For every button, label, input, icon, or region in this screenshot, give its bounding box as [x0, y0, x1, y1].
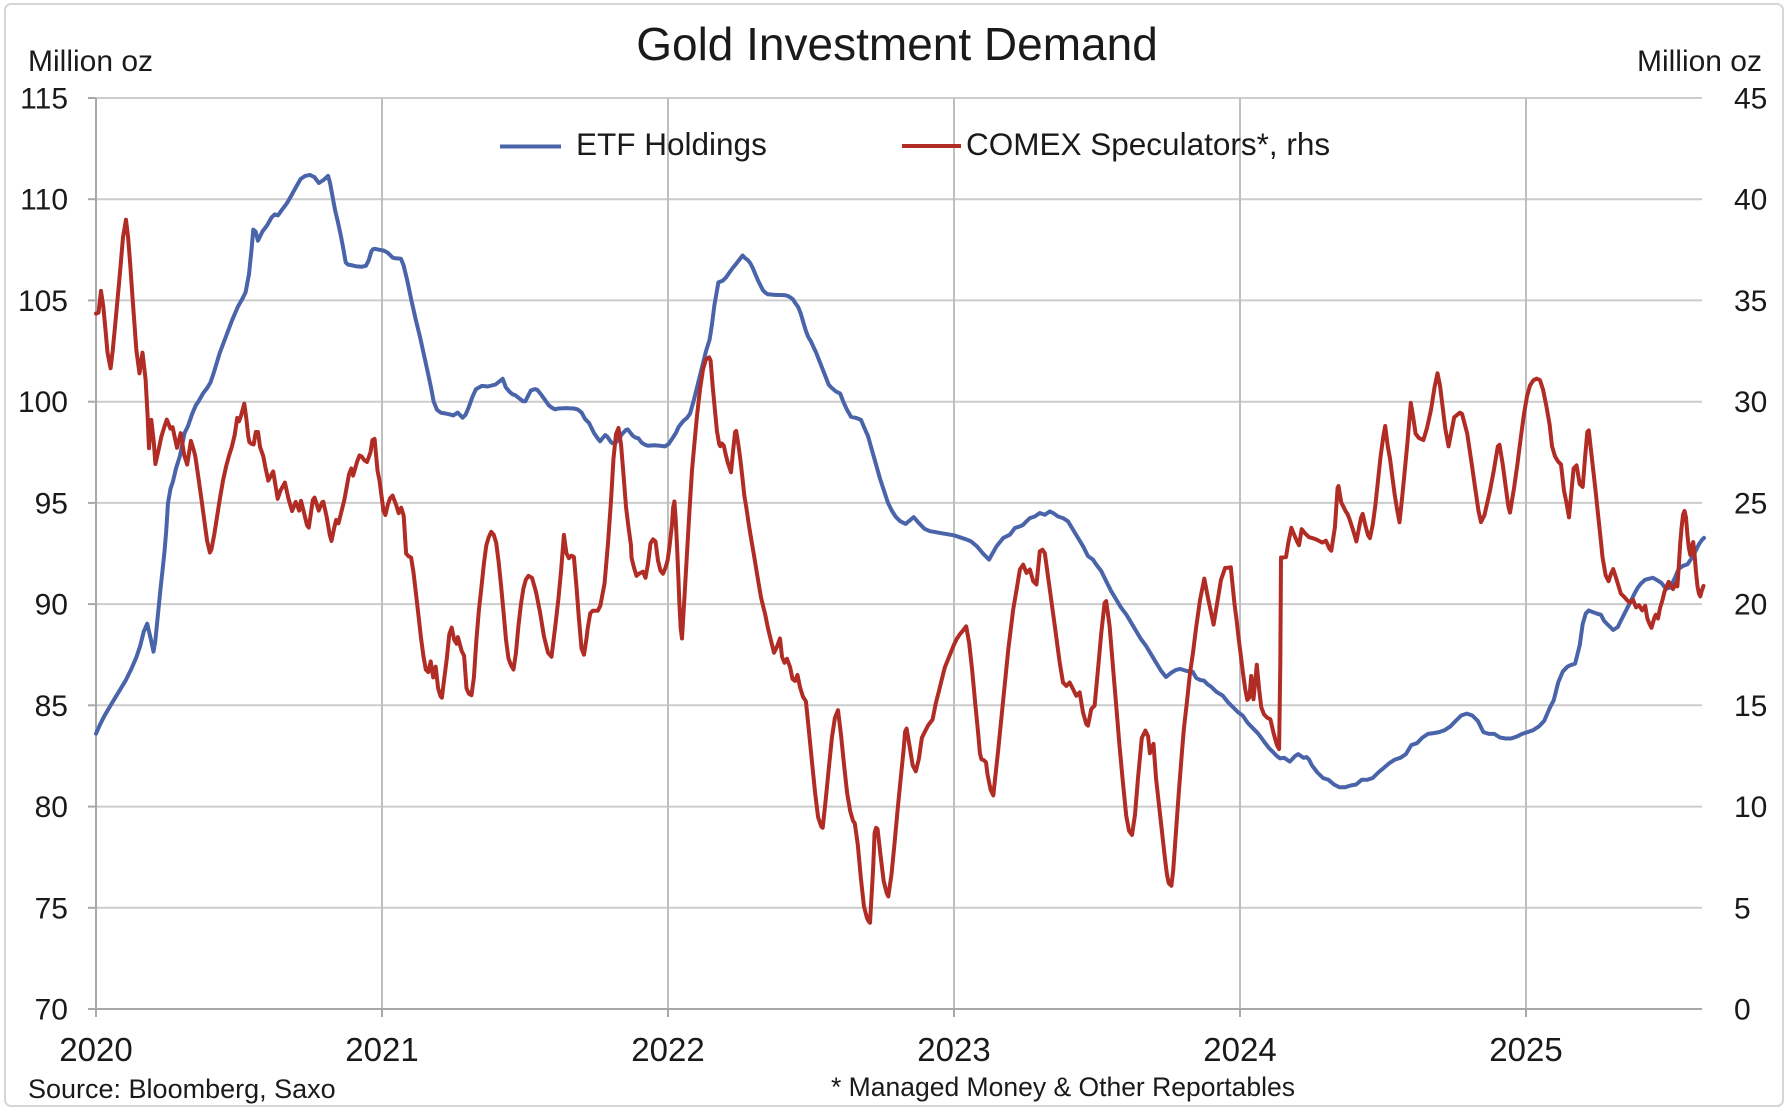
- svg-text:2021: 2021: [345, 1031, 418, 1068]
- svg-text:15: 15: [1734, 690, 1767, 723]
- svg-text:Million oz: Million oz: [28, 45, 153, 78]
- svg-text:10: 10: [1734, 791, 1767, 824]
- svg-text:45: 45: [1734, 83, 1767, 116]
- svg-text:40: 40: [1734, 184, 1767, 217]
- svg-text:30: 30: [1734, 386, 1767, 419]
- svg-text:2025: 2025: [1489, 1031, 1562, 1068]
- svg-text:25: 25: [1734, 487, 1767, 520]
- svg-text:105: 105: [18, 285, 68, 318]
- svg-text:2024: 2024: [1203, 1031, 1276, 1068]
- svg-text:115: 115: [20, 83, 68, 116]
- svg-text:5: 5: [1734, 892, 1751, 925]
- svg-text:80: 80: [35, 791, 68, 824]
- svg-text:100: 100: [18, 386, 68, 419]
- svg-text:ETF Holdings: ETF Holdings: [576, 126, 767, 162]
- svg-text:0: 0: [1734, 994, 1751, 1027]
- svg-text:2023: 2023: [917, 1031, 990, 1068]
- svg-text:COMEX Speculators*, rhs: COMEX Speculators*, rhs: [966, 126, 1330, 162]
- svg-text:Million oz: Million oz: [1637, 45, 1762, 78]
- svg-text:Source: Bloomberg, Saxo: Source: Bloomberg, Saxo: [28, 1074, 336, 1104]
- svg-text:2020: 2020: [59, 1031, 132, 1068]
- svg-text:70: 70: [35, 994, 68, 1027]
- svg-text:2022: 2022: [631, 1031, 704, 1068]
- svg-text:Gold Investment Demand: Gold Investment Demand: [636, 18, 1158, 70]
- svg-text:75: 75: [35, 892, 68, 925]
- svg-text:* Managed Money & Other Report: * Managed Money & Other Reportables: [831, 1072, 1295, 1102]
- svg-text:90: 90: [35, 589, 68, 622]
- svg-text:95: 95: [35, 487, 68, 520]
- svg-text:85: 85: [35, 690, 68, 723]
- svg-text:35: 35: [1734, 285, 1767, 318]
- svg-text:110: 110: [20, 184, 68, 217]
- svg-text:20: 20: [1734, 589, 1767, 622]
